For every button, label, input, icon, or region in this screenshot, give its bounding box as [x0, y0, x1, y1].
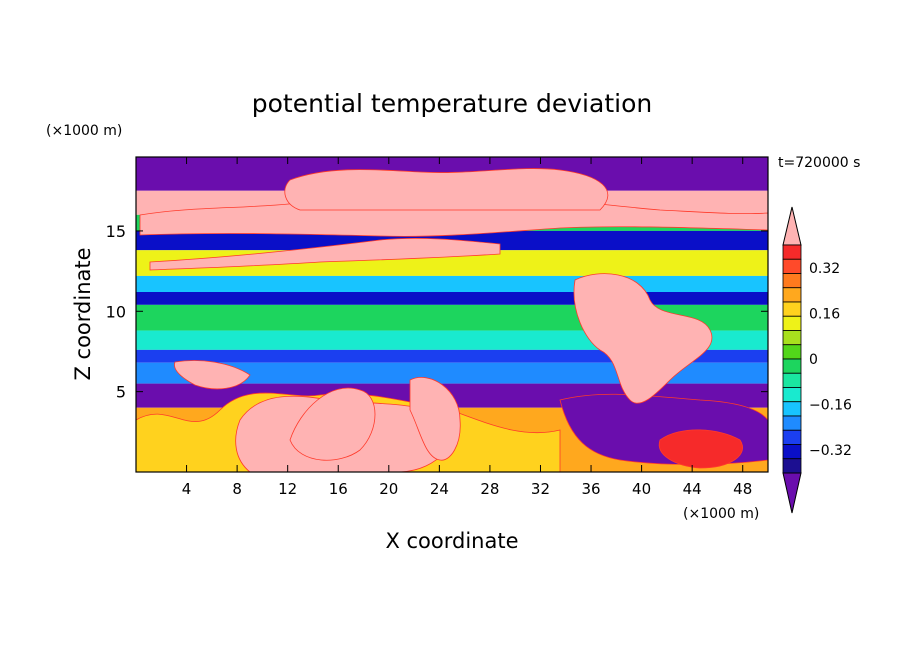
y-axis: 5 10 15 [106, 222, 768, 402]
contour-region [149, 237, 501, 271]
x-tick-label: 28 [480, 480, 499, 498]
colorbar-box [782, 415, 802, 431]
contour-field [136, 157, 768, 472]
y-tick-label: 10 [106, 302, 126, 321]
x-tick-label: 44 [683, 480, 702, 498]
colorbar-box [782, 244, 802, 260]
colorbar-box [782, 401, 802, 417]
contour-region [409, 377, 461, 461]
x-unit-label: (×1000 m) [683, 506, 759, 522]
colorbar-extend-min [782, 472, 802, 514]
colorbar-tick-label: 0.16 [809, 306, 840, 322]
contour-region [174, 360, 251, 390]
colorbar-box [782, 358, 802, 374]
colorbar-box [782, 444, 802, 460]
colorbar-tick-label: −0.32 [809, 443, 852, 459]
y-tick-label: 5 [116, 383, 126, 402]
x-tick-label: 48 [733, 480, 752, 498]
contour-region [573, 273, 713, 404]
plot-frame [135, 156, 769, 473]
colorbar-box [782, 344, 802, 360]
colorbar-tick-label: −0.16 [809, 398, 852, 414]
y-tick-label: 15 [106, 222, 126, 241]
x-tick-label: 12 [278, 480, 297, 498]
colorbar-box [782, 273, 802, 289]
x-tick-label: 4 [182, 480, 192, 498]
time-label: t=720000 s [778, 155, 860, 171]
x-tick-label: 40 [632, 480, 651, 498]
colorbar: 0.32 0.16 0 −0.16 −0.32 [782, 206, 852, 514]
x-axis: 4 8 12 16 20 24 28 32 36 40 44 48 [182, 157, 752, 498]
colorbar-tick-label: 0.32 [809, 261, 840, 277]
colorbar-extend-max [782, 206, 802, 246]
colorbar-box [782, 387, 802, 403]
x-tick-label: 24 [430, 480, 449, 498]
field-band [136, 292, 768, 305]
y-axis-label: Z coordinate [71, 247, 95, 380]
colorbar-box [782, 330, 802, 346]
x-tick-label: 16 [329, 480, 348, 498]
field-band [136, 275, 768, 292]
x-tick-label: 8 [232, 480, 242, 498]
colorbar-box [782, 301, 802, 317]
contour-region [289, 387, 376, 461]
x-tick-label: 32 [531, 480, 550, 498]
contour-region [658, 429, 743, 469]
colorbar-box [782, 315, 802, 331]
field-band [136, 362, 768, 384]
colorbar-box [782, 258, 802, 274]
colorbar-box [782, 287, 802, 303]
x-axis-label: X coordinate [385, 529, 518, 553]
contour-region [284, 168, 609, 211]
colorbar-box [782, 429, 802, 445]
colorbar-tick-label: 0 [809, 352, 818, 368]
colorbar-box [782, 372, 802, 388]
x-tick-label: 20 [379, 480, 398, 498]
y-unit-label: (×1000 m) [46, 123, 122, 139]
chart-title: potential temperature deviation [252, 89, 652, 118]
x-tick-label: 36 [581, 480, 600, 498]
colorbar-box [782, 458, 802, 474]
